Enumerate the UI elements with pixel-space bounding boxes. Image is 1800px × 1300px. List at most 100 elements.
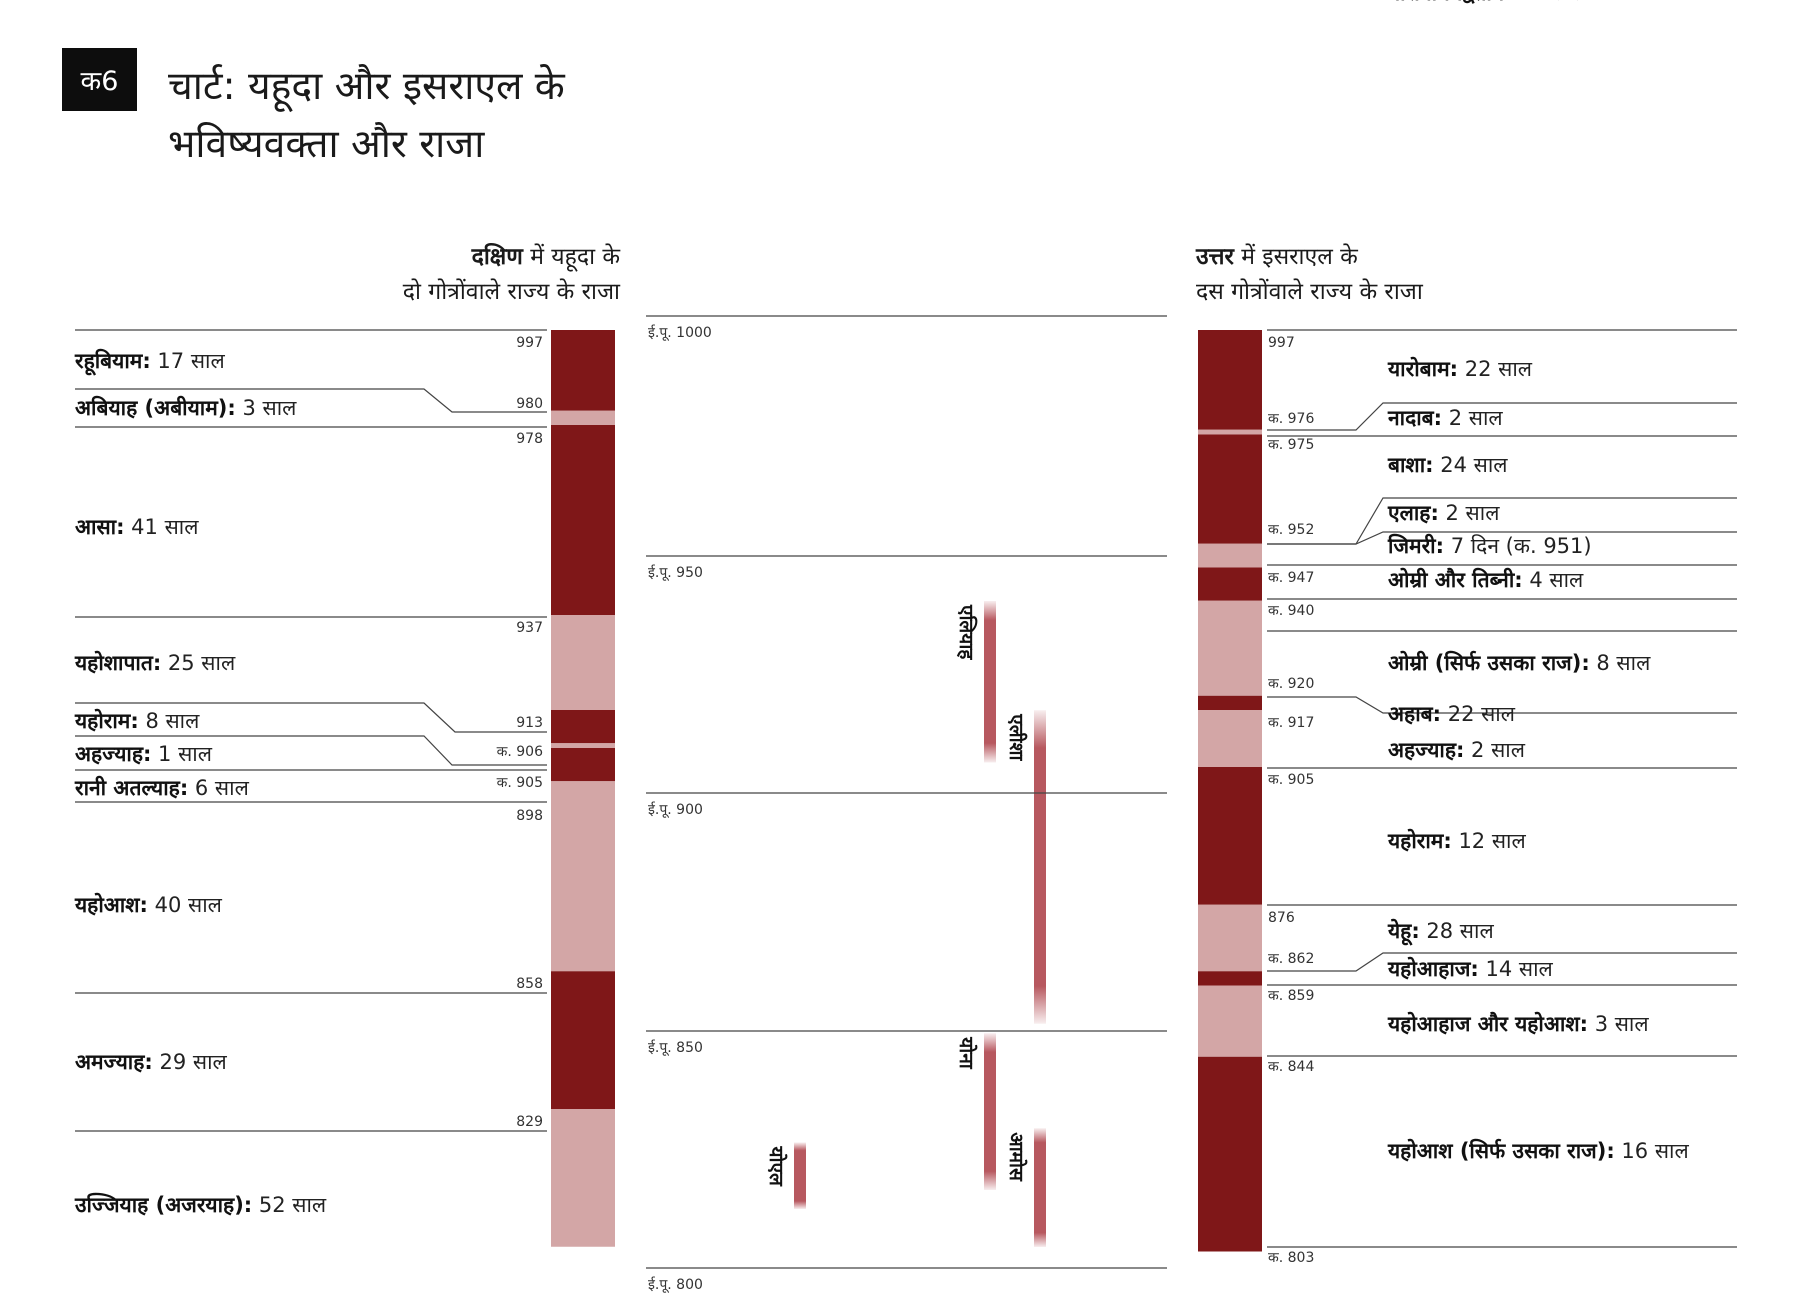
prophet-label: योना xyxy=(955,1036,978,1069)
north-king-label: जिमरी: 7 दिन (क. 951) xyxy=(1387,533,1592,558)
north-reign-block xyxy=(1198,971,1262,986)
king-name: यहोआहाज और यहोआश: xyxy=(1387,1011,1588,1036)
prophet-bar xyxy=(1034,1128,1046,1247)
king-name: यहोराम: xyxy=(74,708,139,733)
north-king-label: यारोबाम द्वितीय: 41 साल xyxy=(1387,0,1587,5)
north-reign-block xyxy=(1198,904,1262,972)
north-reign-block xyxy=(1198,434,1262,544)
north-king-label: अहाब: 22 साल xyxy=(1388,702,1516,726)
north-year-label: क. 844 xyxy=(1268,1059,1314,1075)
king-name: अहज्याह: xyxy=(75,742,151,766)
south-king-label: रहूबियाम: 17 साल xyxy=(74,348,225,376)
south-king-label: अबियाह (अबीयाम): 3 साल xyxy=(75,395,297,420)
north-reign-block xyxy=(1198,567,1262,601)
prophet-label: एलियाह xyxy=(955,604,978,660)
north-king-label: ओम्री और तिब्नी: 4 साल xyxy=(1388,567,1584,592)
north-year-label: क. 859 xyxy=(1268,988,1314,1004)
king-name: यहोआश: xyxy=(74,892,148,917)
king-duration: 6 साल xyxy=(188,776,249,800)
king-name: बाशा: xyxy=(1387,453,1434,477)
north-king-label: येहू: 28 साल xyxy=(1387,918,1494,946)
king-name: यारोबाम: xyxy=(1387,356,1458,381)
north-king-label: यहोराम: 12 साल xyxy=(1387,828,1526,853)
south-king-label: अमज्याह: 29 साल xyxy=(75,1050,228,1074)
north-king-label: एलाह: 2 साल xyxy=(1387,501,1500,525)
north-year-label: क. 952 xyxy=(1268,522,1314,538)
king-duration: 25 साल xyxy=(161,651,236,675)
north-reign-block xyxy=(1198,710,1262,767)
north-king-label: नादाब: 2 साल xyxy=(1387,406,1503,430)
king-duration: 52 साल xyxy=(252,1193,327,1217)
south-divider xyxy=(75,702,547,733)
king-duration: 3 साल xyxy=(236,396,297,420)
south-reign-block xyxy=(551,971,615,1109)
south-year-label: 898 xyxy=(516,808,543,824)
prophet-label: आमोस xyxy=(1005,1132,1028,1182)
prophet-bar xyxy=(794,1142,806,1209)
timeline-year-label: ई.पू. 800 xyxy=(648,1276,703,1293)
king-name: उज्जियाह (अजरयाह): xyxy=(74,1192,252,1217)
north-king-label: यारोबाम: 22 साल xyxy=(1387,356,1533,381)
south-reign-block xyxy=(551,781,615,972)
south-header-bold: दक्षिण xyxy=(471,244,523,270)
king-duration: 16 साल xyxy=(1615,1139,1690,1163)
king-duration: 22 साल xyxy=(1458,357,1533,381)
north-reign-block xyxy=(1198,330,1262,430)
king-name: अहज्याह: xyxy=(1388,738,1464,762)
north-year-label: 997 xyxy=(1268,335,1295,351)
north-reign-block xyxy=(1198,695,1262,710)
south-reign-block xyxy=(551,743,615,748)
south-divider xyxy=(75,735,547,766)
king-duration: 4 साल xyxy=(1523,568,1584,592)
south-king-label: आसा: 41 साल xyxy=(75,515,199,539)
king-name: अबियाह (अबीयाम): xyxy=(75,395,236,420)
title-line-2: भविष्यवक्ता और राजा xyxy=(168,122,485,167)
south-reign-block xyxy=(551,1109,615,1247)
timeline-year-label: ई.पू. 850 xyxy=(648,1039,703,1056)
south-reign-block xyxy=(551,710,615,744)
south-king-label: यहोआश: 40 साल xyxy=(74,892,223,917)
north-year-label: क. 905 xyxy=(1268,772,1314,788)
king-name: ओम्री (सिर्फ उसका राज): xyxy=(1388,650,1590,675)
south-divider xyxy=(75,388,547,413)
north-divider xyxy=(1267,952,1737,972)
king-name: जिमरी: xyxy=(1387,533,1444,558)
king-name: आसा: xyxy=(75,515,125,539)
king-duration: 22 साल xyxy=(1441,702,1516,726)
prophet-bar xyxy=(1034,710,1046,1024)
south-year-label: 829 xyxy=(516,1114,543,1130)
south-year-label: 913 xyxy=(516,715,543,731)
south-kingdom-header: दक्षिण में यहूदा के दो गोत्रोंवाले राज्य… xyxy=(403,240,620,310)
south-year-label: 980 xyxy=(516,396,543,412)
north-header-bold: उत्तर xyxy=(1196,244,1234,270)
north-reign-block xyxy=(1198,600,1262,696)
king-name: अहाब: xyxy=(1388,702,1441,726)
north-king-label: यहोआहाज: 14 साल xyxy=(1387,956,1554,981)
king-duration: 2 साल xyxy=(1464,738,1525,762)
north-reign-block xyxy=(1198,543,1262,549)
south-reign-block xyxy=(551,330,615,411)
timeline-year-label: ई.पू. 1000 xyxy=(648,324,712,341)
south-year-label: 937 xyxy=(516,620,543,636)
north-reign-block xyxy=(1198,548,1262,568)
north-kingdom-header: उत्तर में इसराएल के दस गोत्रोंवाले राज्य… xyxy=(1196,240,1423,310)
north-year-label: 876 xyxy=(1268,910,1295,926)
north-divider xyxy=(1267,531,1737,545)
title-line-1: चार्ट: यहूदा और इसराएल के xyxy=(168,64,565,109)
divider-lines xyxy=(75,315,1737,1269)
north-year-label: क. 917 xyxy=(1268,715,1314,731)
king-duration: 7 दिन (क. 951) xyxy=(1444,534,1592,558)
king-duration: 12 साल xyxy=(1452,829,1527,853)
king-duration: 29 साल xyxy=(153,1050,228,1074)
north-year-label: क. 862 xyxy=(1268,951,1314,967)
north-divider xyxy=(1267,402,1737,431)
north-year-label: क. 940 xyxy=(1268,603,1314,619)
south-king-label: उज्जियाह (अजरयाह): 52 साल xyxy=(74,1192,327,1217)
king-duration: 8 साल xyxy=(139,709,200,733)
king-name: ओम्री और तिब्नी: xyxy=(1388,567,1523,592)
north-header-rest: में इसराएल के xyxy=(1233,244,1358,270)
prophet-label: योएल xyxy=(765,1146,788,1187)
king-duration: 1 साल xyxy=(151,742,212,766)
south-king-label: यहोराम: 8 साल xyxy=(74,708,200,733)
south-reign-block xyxy=(551,748,615,782)
